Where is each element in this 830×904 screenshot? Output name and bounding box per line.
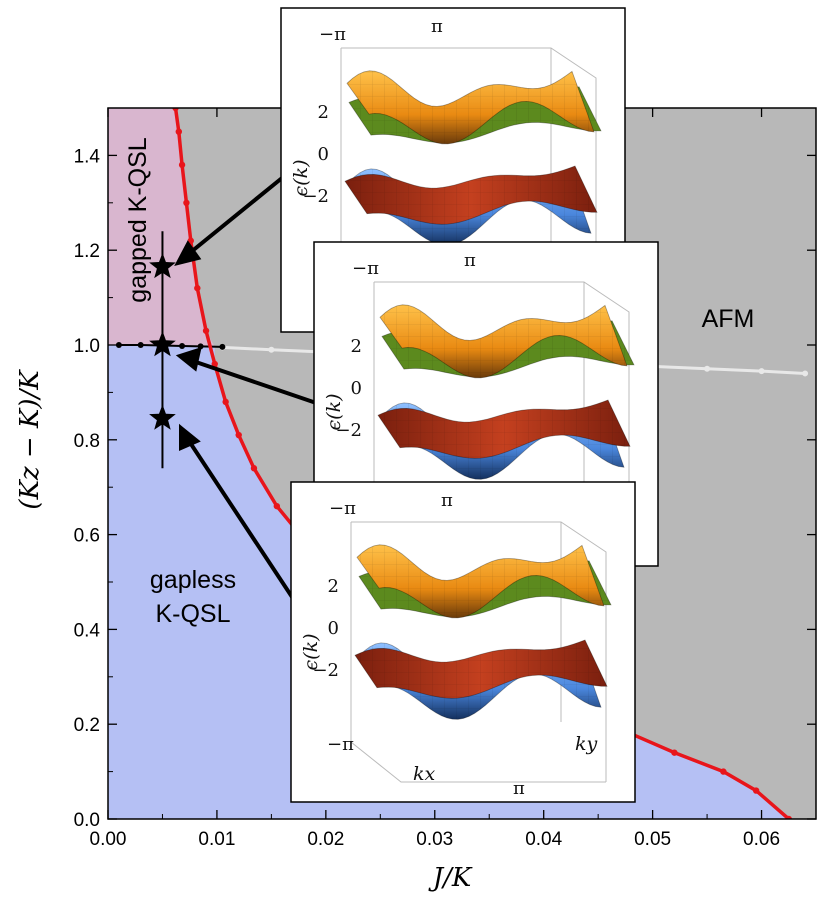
inset-eps-label: ϵ(k)	[300, 634, 322, 671]
region-gapless	[108, 345, 789, 819]
inset-top-label-neg: −π	[319, 24, 346, 45]
red-boundary-point	[175, 128, 182, 135]
x-tick-label: 0.03	[416, 829, 453, 850]
inset-eps-tick: 2	[318, 102, 329, 123]
band-red-surface-mesh	[345, 166, 597, 225]
y-axis-ticks: 0.0 0.2 0.4 0.6 0.8 1.0 1.2 1.4	[74, 107, 816, 831]
red-boundary-point	[202, 327, 210, 334]
black-boundary-point	[137, 342, 144, 348]
x-tick-label: 0.06	[743, 829, 780, 850]
inset-eps-tick: 0	[328, 618, 339, 639]
arrow-1-head	[174, 240, 202, 267]
y-axis-label: (Kz − K)/K	[15, 369, 45, 510]
x-tick-label: 0.05	[634, 829, 671, 850]
star-marker	[149, 252, 176, 279]
black-boundary-point	[179, 342, 186, 349]
y-tick-label: 0.0	[74, 810, 100, 831]
inset-bottom-pos: π	[513, 778, 525, 799]
arrow-2	[189, 358, 326, 408]
region-label-gapless-line: gapless	[150, 566, 236, 594]
x-tick-label: 0.00	[90, 829, 127, 850]
star-marker	[149, 404, 176, 430]
y-tick-label: 0.4	[74, 620, 101, 641]
inset-eps-tick: −2	[302, 186, 329, 207]
x-tick-label: 0.04	[525, 829, 562, 850]
red-boundary-point	[671, 749, 678, 756]
region-label-afm: AFM	[702, 305, 755, 333]
arrow-3-head	[179, 423, 201, 452]
gray-boundary-point	[802, 370, 809, 377]
band-orange-surface-mesh	[347, 70, 594, 144]
gray-boundary-point	[268, 346, 275, 353]
region-label-gapless-line1: gapless K-QSL	[150, 566, 236, 628]
red-boundary-point	[222, 398, 229, 406]
region-label-gapped: gapped K-QSL	[124, 137, 152, 302]
state-markers	[149, 231, 176, 469]
black-boundary-point	[219, 343, 226, 350]
black-boundary-line	[118, 344, 223, 348]
x-tick-label: 0.02	[307, 829, 344, 850]
arrow-3	[185, 436, 298, 605]
arrow-2-head	[175, 347, 202, 372]
y-tick-label: 0.6	[74, 526, 100, 547]
red-boundary-point	[273, 502, 281, 510]
x-axis-label: J/K	[428, 863, 473, 893]
inset-eps-label: ϵ(k)	[323, 394, 345, 431]
inset-eps-label: ϵ(k)	[290, 160, 312, 197]
arrows	[174, 176, 326, 605]
red-boundary-point	[178, 161, 186, 169]
red-boundary-point	[250, 465, 258, 472]
red-boundary-point	[785, 815, 792, 819]
region-label-gapless-line: K-QSL	[155, 600, 230, 628]
region-gapped	[108, 108, 215, 347]
gray-boundary-point	[704, 365, 711, 372]
y-tick-label: 1.2	[74, 241, 100, 262]
inset-eps-tick: 2	[328, 576, 339, 597]
red-boundary-point	[172, 108, 179, 112]
inset-frame	[290, 481, 636, 803]
red-boundary-point	[194, 284, 201, 292]
inset-eps-tick: 2	[351, 336, 362, 357]
inset-ky-label: ky	[575, 733, 598, 755]
inset-eps-tick: −2	[312, 660, 339, 681]
star-marker	[149, 331, 176, 357]
red-boundary-point	[752, 787, 760, 794]
inset-top-label-neg: −π	[352, 258, 379, 279]
gray-boundary-point	[758, 368, 765, 375]
band-orange-surface-mesh	[380, 304, 627, 378]
y-tick-label: 0.8	[74, 431, 100, 452]
black-boundary-point	[115, 342, 122, 348]
red-boundary-point	[183, 199, 190, 206]
red-boundary-point	[720, 768, 727, 775]
band-orange-surface-mesh	[357, 544, 604, 618]
inset-top-label-pos: π	[441, 490, 453, 511]
inset-eps-tick: 0	[318, 144, 329, 165]
y-tick-label: 0.2	[74, 715, 100, 736]
red-boundary-point	[235, 431, 242, 439]
red-boundary-point	[211, 360, 218, 368]
y-tick-label: 1.4	[74, 146, 101, 167]
inset-kx-label: kx	[413, 763, 436, 785]
inset-top-label-neg: −π	[329, 498, 356, 519]
x-axis-ticks: 0.00 0.01 0.02 0.03 0.04 0.05 0.06	[90, 108, 780, 850]
inset-3: −π π 2 0 −2ϵ(k) −π π kx ky	[290, 481, 636, 803]
band-red-surface-mesh	[355, 640, 607, 699]
inset-bottom-neg: −π	[327, 734, 354, 755]
inset-top-label-pos: π	[431, 16, 443, 37]
inset-eps-tick: 0	[351, 378, 362, 399]
band-red-surface-mesh	[378, 400, 630, 459]
arrow-1	[184, 176, 284, 258]
inset-eps-tick: −2	[335, 420, 362, 441]
x-tick-label: 0.01	[198, 829, 235, 850]
inset-box-wireframe	[350, 521, 607, 783]
y-tick-label: 1.0	[74, 336, 100, 357]
inset-top-label-pos: π	[464, 250, 476, 271]
